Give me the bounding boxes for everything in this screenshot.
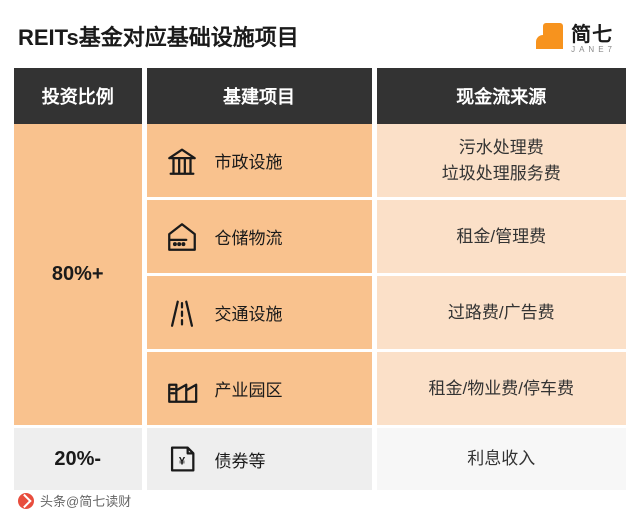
project-cell: ¥ 债券等	[144, 427, 374, 492]
infographic-card: REITs基金对应基础设施项目 简七 JANE7 投资比例 基建项目 现金流来源…	[14, 10, 626, 493]
brand-logo: 简七 JANE7	[543, 18, 616, 54]
brand-name-en: JANE7	[571, 45, 616, 54]
project-label: 仓储物流	[215, 224, 283, 249]
source-icon	[18, 493, 34, 509]
highway-icon	[165, 296, 199, 330]
col-cash: 现金流来源	[374, 68, 626, 124]
cashflow-cell: 利息收入	[374, 427, 626, 492]
cashflow-cell: 过路费/广告费	[374, 275, 626, 351]
project-cell: 仓储物流	[144, 199, 374, 275]
project-label: 债券等	[215, 447, 266, 472]
brand-name-cn: 简七	[571, 18, 613, 47]
warehouse-icon	[165, 220, 199, 254]
project-label: 交通设施	[215, 300, 283, 325]
header: REITs基金对应基础设施项目 简七 JANE7	[14, 10, 626, 68]
svg-text:¥: ¥	[178, 456, 185, 468]
project-cell: 市政设施	[144, 124, 374, 199]
page-title: REITs基金对应基础设施项目	[18, 20, 299, 52]
building-gov-icon	[165, 144, 199, 178]
ratio-cell: 80%+	[14, 124, 144, 427]
reits-table: 投资比例 基建项目 现金流来源 80%+ 市政设施 污水处理费垃圾处理服务费仓储物流…	[14, 68, 626, 493]
ratio-cell: 20%-	[14, 427, 144, 492]
project-label: 产业园区	[215, 376, 283, 401]
table-header-row: 投资比例 基建项目 现金流来源	[14, 68, 626, 124]
attribution-text: 头条@简七读财	[40, 491, 131, 510]
cashflow-cell: 污水处理费垃圾处理服务费	[374, 124, 626, 199]
attribution: 头条@简七读财	[18, 491, 131, 510]
industrial-icon	[165, 372, 199, 406]
cashflow-cell: 租金/管理费	[374, 199, 626, 275]
col-ratio: 投资比例	[14, 68, 144, 124]
brand-mark-icon	[543, 23, 563, 49]
project-label: 市政设施	[215, 148, 283, 173]
bond-doc-icon: ¥	[165, 442, 199, 476]
table-row: 80%+市政设施污水处理费垃圾处理服务费	[14, 124, 626, 199]
col-project: 基建项目	[144, 68, 374, 124]
cashflow-cell: 租金/物业费/停车费	[374, 351, 626, 427]
project-cell: 交通设施	[144, 275, 374, 351]
table-row: 20%- ¥ 债券等 利息收入	[14, 427, 626, 492]
project-cell: 产业园区	[144, 351, 374, 427]
